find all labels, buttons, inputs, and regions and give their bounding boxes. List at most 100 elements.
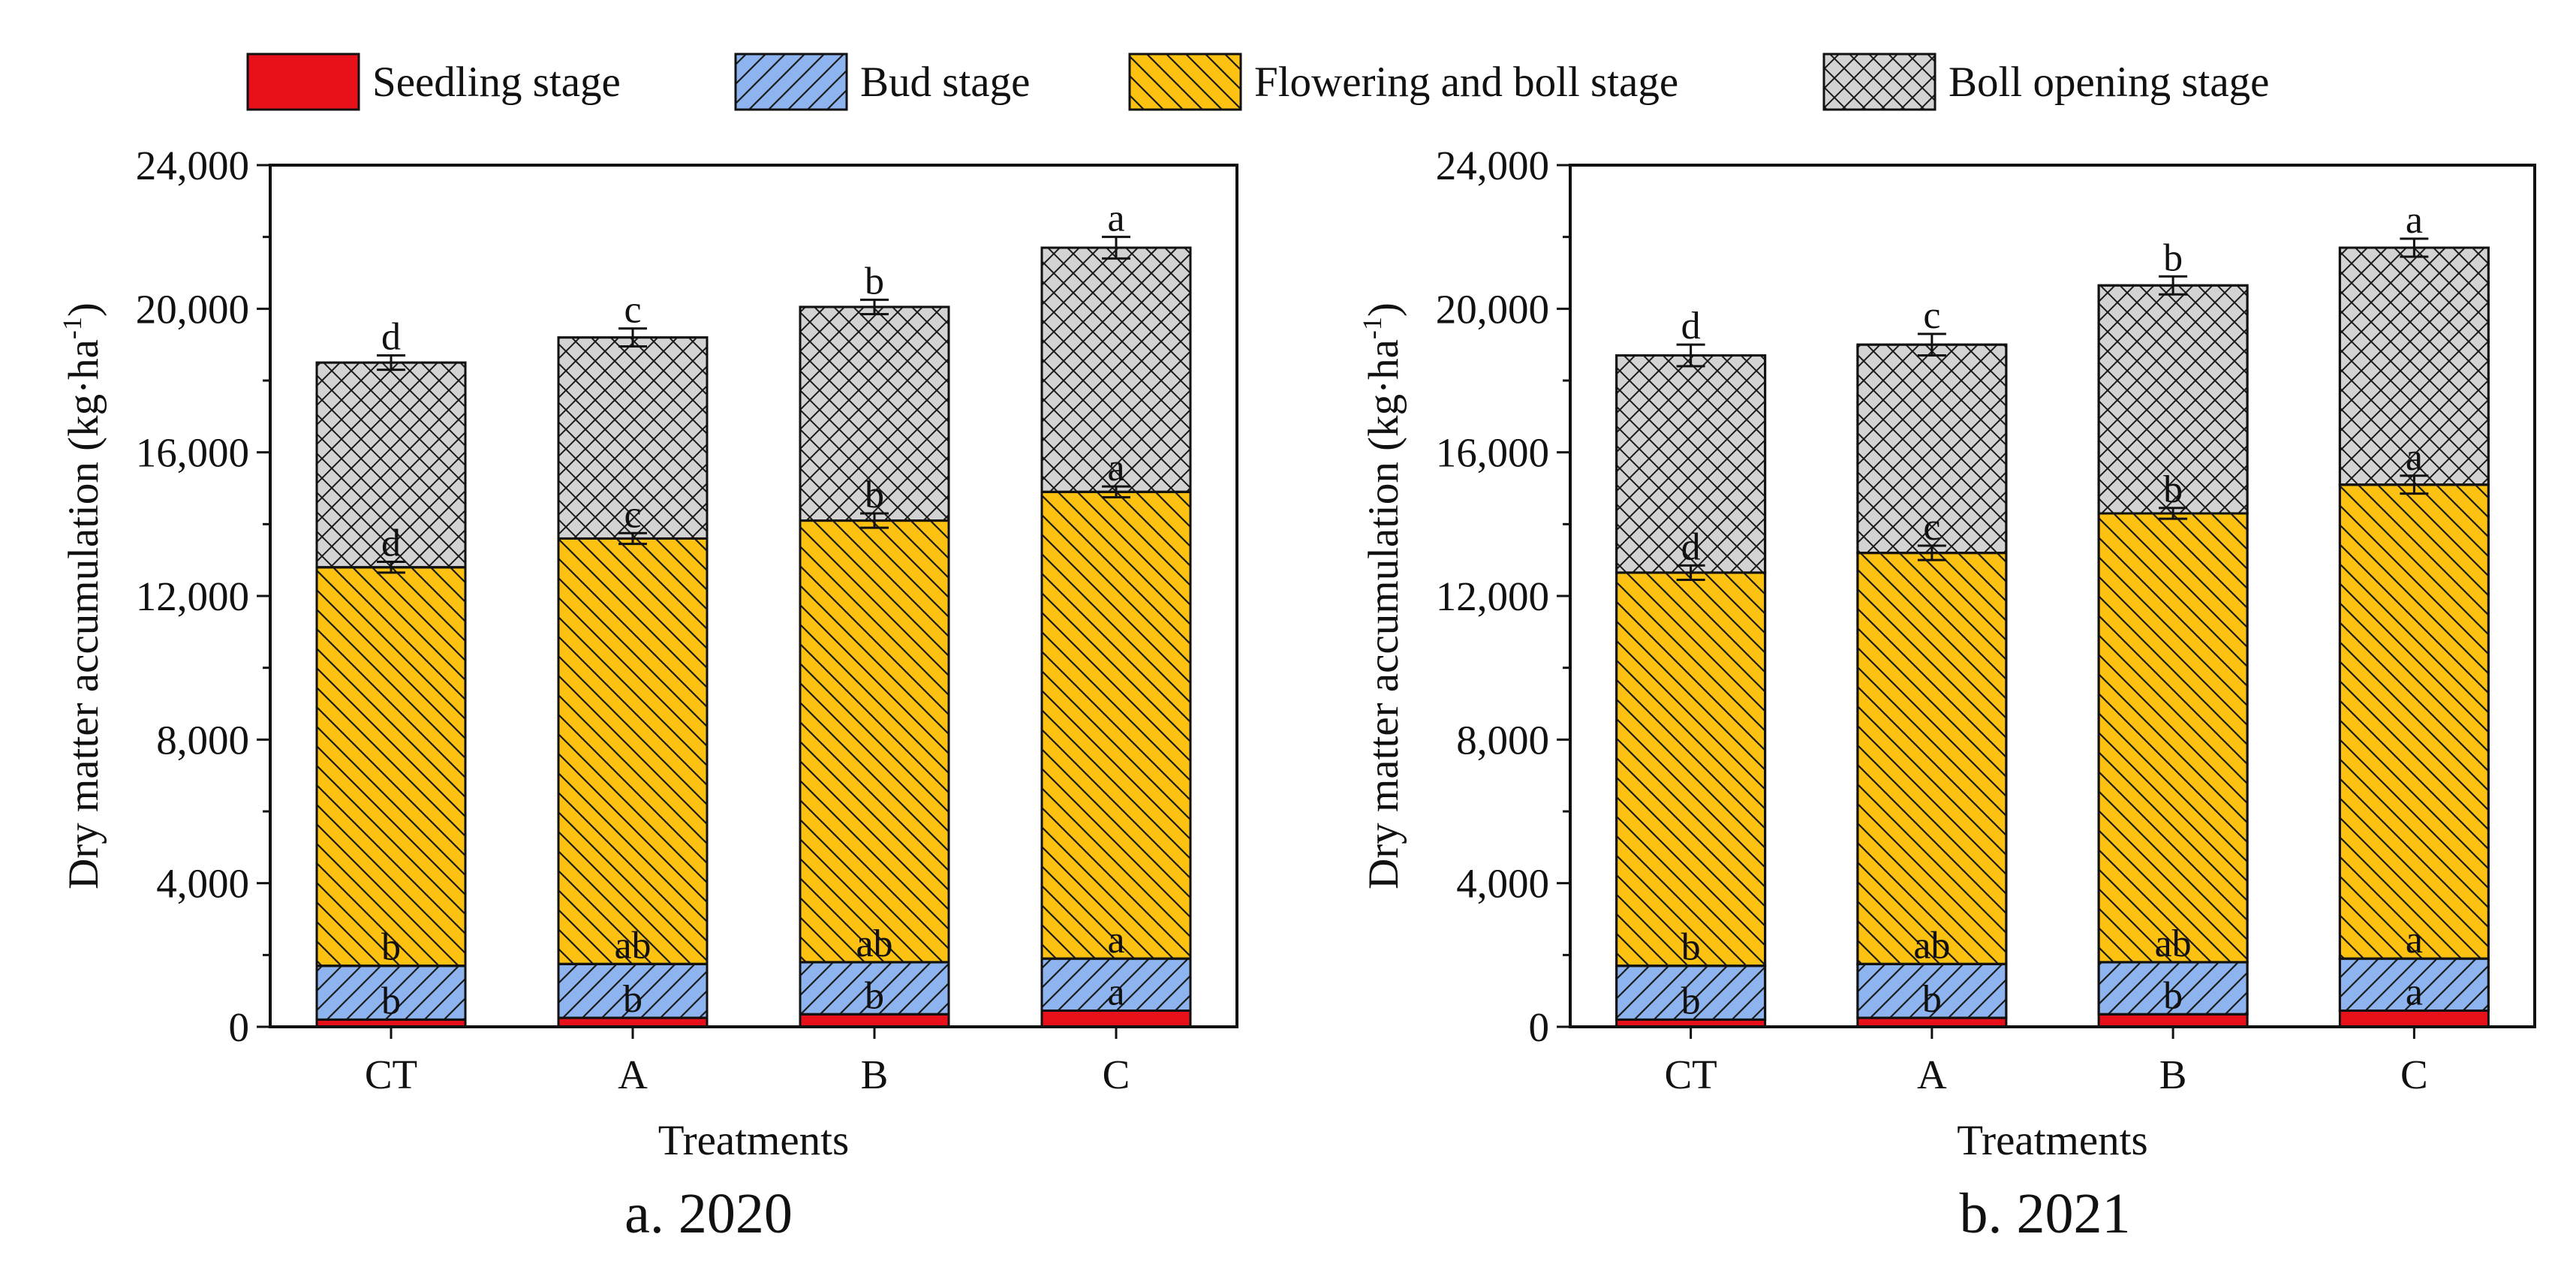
significance-letter-boll-opening-stage-ct: d — [1681, 305, 1701, 348]
y-tick-label: 4,000 — [156, 861, 249, 907]
x-tick-label-a: A — [1917, 1052, 1947, 1097]
y-tick-label: 8,000 — [1456, 717, 1549, 763]
bar-segment-flowering-and-boll-stage-ct-hatch — [1615, 571, 1767, 968]
x-tick-label-a: A — [618, 1052, 648, 1097]
error-bar-flowering-and-boll-stage-c — [2400, 474, 2429, 495]
significance-letter-bud-stage-b: ab — [856, 922, 892, 965]
y-axis-title: Dry matter accumulation (kg·ha-1) — [1357, 302, 1407, 889]
legend-label: Seedling stage — [372, 59, 621, 106]
bar-segment-bud-stage-b-hatch — [2097, 961, 2249, 1016]
significance-letter-seedling-stage-ct: b — [1681, 980, 1701, 1022]
error-bar-flowering-and-boll-stage-a — [1917, 544, 1946, 561]
y-tick-label: 8,000 — [156, 717, 249, 763]
significance-letter-boll-opening-stage-b: b — [865, 260, 884, 302]
significance-letter-boll-opening-stage-a: c — [1923, 294, 1940, 337]
legend-swatch-hatch — [1128, 53, 1242, 111]
significance-letter-boll-opening-stage-a: c — [624, 289, 641, 332]
error-bar-flowering-and-boll-stage-c — [1102, 485, 1130, 498]
significance-letter-boll-opening-stage-c: a — [1107, 197, 1124, 240]
chart-panel-1: bbddbabccbabbbaaaa04,0008,00012,00016,00… — [57, 143, 1238, 1245]
y-axis-title: Dry matter accumulation (kg·ha-1) — [57, 302, 107, 889]
legend-item-boll-opening-stage: Boll opening stage — [1822, 53, 2269, 111]
error-bar-flowering-and-boll-stage-b — [2159, 507, 2188, 520]
significance-letter-flowering-and-boll-stage-b: b — [2163, 468, 2183, 511]
significance-letter-seedling-stage-b: b — [2163, 974, 2183, 1017]
significance-letter-bud-stage-c: a — [2406, 919, 2423, 962]
significance-letter-flowering-and-boll-stage-ct: d — [1681, 525, 1701, 568]
significance-letter-seedling-stage-b: b — [865, 974, 884, 1017]
significance-letter-seedling-stage-c: a — [1107, 971, 1124, 1013]
y-axis-title-close: ) — [60, 302, 107, 317]
error-bar-boll-opening-stage-c — [2400, 237, 2429, 258]
y-tick-label: 24,000 — [1436, 143, 1549, 188]
bars — [1615, 246, 2490, 1028]
significance-letter-bud-stage-b: ab — [2155, 922, 2192, 965]
x-axis: CT A B C — [365, 1027, 1130, 1097]
error-bars — [1676, 237, 2429, 581]
significance-letter-flowering-and-boll-stage-a: c — [624, 493, 641, 536]
significance-letter-flowering-and-boll-stage-ct: d — [381, 522, 401, 565]
legend-swatch-seedling-stage — [246, 53, 360, 111]
significance-letter-seedling-stage-a: b — [1922, 978, 1942, 1021]
y-tick-label: 20,000 — [1436, 286, 1549, 332]
y-axis-title-superscript: -1 — [1357, 317, 1387, 339]
y-tick-label: 20,000 — [136, 286, 249, 332]
y-tick-label: 4,000 — [1456, 861, 1549, 907]
significance-letter-boll-opening-stage-c: a — [2406, 199, 2423, 242]
bar-segment-boll-opening-stage-ct-hatch — [315, 361, 467, 569]
error-bars — [377, 236, 1130, 574]
legend-label: Flowering and boll stage — [1254, 59, 1678, 106]
error-bar-boll-opening-stage-a — [618, 327, 647, 348]
y-tick-label: 12,000 — [136, 573, 249, 619]
significance-letter-flowering-and-boll-stage-c: a — [2406, 436, 2423, 479]
bar-segment-flowering-and-boll-stage-c-hatch — [1040, 490, 1192, 960]
legend-item-seedling-stage: Seedling stage — [246, 53, 621, 111]
significance-letter-seedling-stage-ct: b — [381, 980, 401, 1022]
error-bar-flowering-and-boll-stage-ct — [377, 561, 405, 574]
y-tick-label: 0 — [1529, 1004, 1550, 1050]
y-tick-label: 16,000 — [136, 430, 249, 476]
y-axis-title-close: ) — [1360, 302, 1407, 317]
significance-letter-bud-stage-a: ab — [614, 924, 651, 967]
significance-letter-bud-stage-a: ab — [1913, 924, 1950, 967]
x-tick-label-b: B — [2159, 1052, 2187, 1097]
panel-caption: a. 2020 — [624, 1182, 793, 1245]
chart-panel-2: bbddbabccbabbbaaaa04,0008,00012,00016,00… — [1357, 143, 2536, 1245]
significance-letter-boll-opening-stage-ct: d — [381, 316, 401, 359]
significance-letter-boll-opening-stage-b: b — [2163, 236, 2183, 279]
legend-swatch-hatch — [1822, 53, 1937, 111]
bar-segment-flowering-and-boll-stage-ct-hatch — [315, 566, 467, 968]
error-bar-flowering-and-boll-stage-ct — [1676, 564, 1705, 581]
legend-label: Boll opening stage — [1949, 59, 2269, 106]
bar-segment-flowering-and-boll-stage-c-hatch — [2338, 483, 2490, 960]
bar-segment-flowering-and-boll-stage-b-hatch — [799, 519, 950, 964]
y-tick-label: 0 — [229, 1004, 250, 1050]
error-bar-flowering-and-boll-stage-a — [618, 531, 647, 546]
significance-letter-seedling-stage-a: b — [623, 978, 642, 1021]
bar-segment-bud-stage-b-hatch — [799, 961, 950, 1016]
x-tick-label-ct: CT — [365, 1052, 417, 1097]
significance-letter-bud-stage-c: a — [1107, 919, 1124, 962]
bar-segment-boll-opening-stage-a-hatch — [557, 336, 709, 540]
bar-segment-bud-stage-a-hatch — [1856, 962, 2008, 1019]
bar-segment-flowering-and-boll-stage-b-hatch — [2097, 512, 2249, 964]
error-bar-boll-opening-stage-ct — [1676, 343, 1705, 368]
bar-segment-flowering-and-boll-stage-a-hatch — [557, 537, 709, 965]
significance-letter-seedling-stage-c: a — [2406, 971, 2423, 1013]
x-axis: CT A B C — [1664, 1027, 2428, 1097]
panel-caption: b. 2021 — [1960, 1182, 2131, 1245]
chart-panels: bbddbabccbabbbaaaa04,0008,00012,00016,00… — [57, 143, 2536, 1245]
error-bar-boll-opening-stage-b — [2159, 275, 2188, 296]
bar-segment-boll-opening-stage-b-hatch — [2097, 284, 2249, 515]
y-tick-label: 16,000 — [1436, 430, 1549, 476]
error-bar-boll-opening-stage-ct — [377, 354, 405, 372]
x-tick-label-b: B — [861, 1052, 889, 1097]
legend-swatch-hatch — [734, 53, 848, 111]
legend-item-flowering-and-boll-stage: Flowering and boll stage — [1128, 53, 1678, 111]
error-bar-boll-opening-stage-a — [1917, 333, 1946, 357]
bar-segment-bud-stage-a-hatch — [557, 962, 709, 1019]
y-tick-label: 24,000 — [136, 143, 249, 188]
x-tick-label-c: C — [1103, 1052, 1130, 1097]
